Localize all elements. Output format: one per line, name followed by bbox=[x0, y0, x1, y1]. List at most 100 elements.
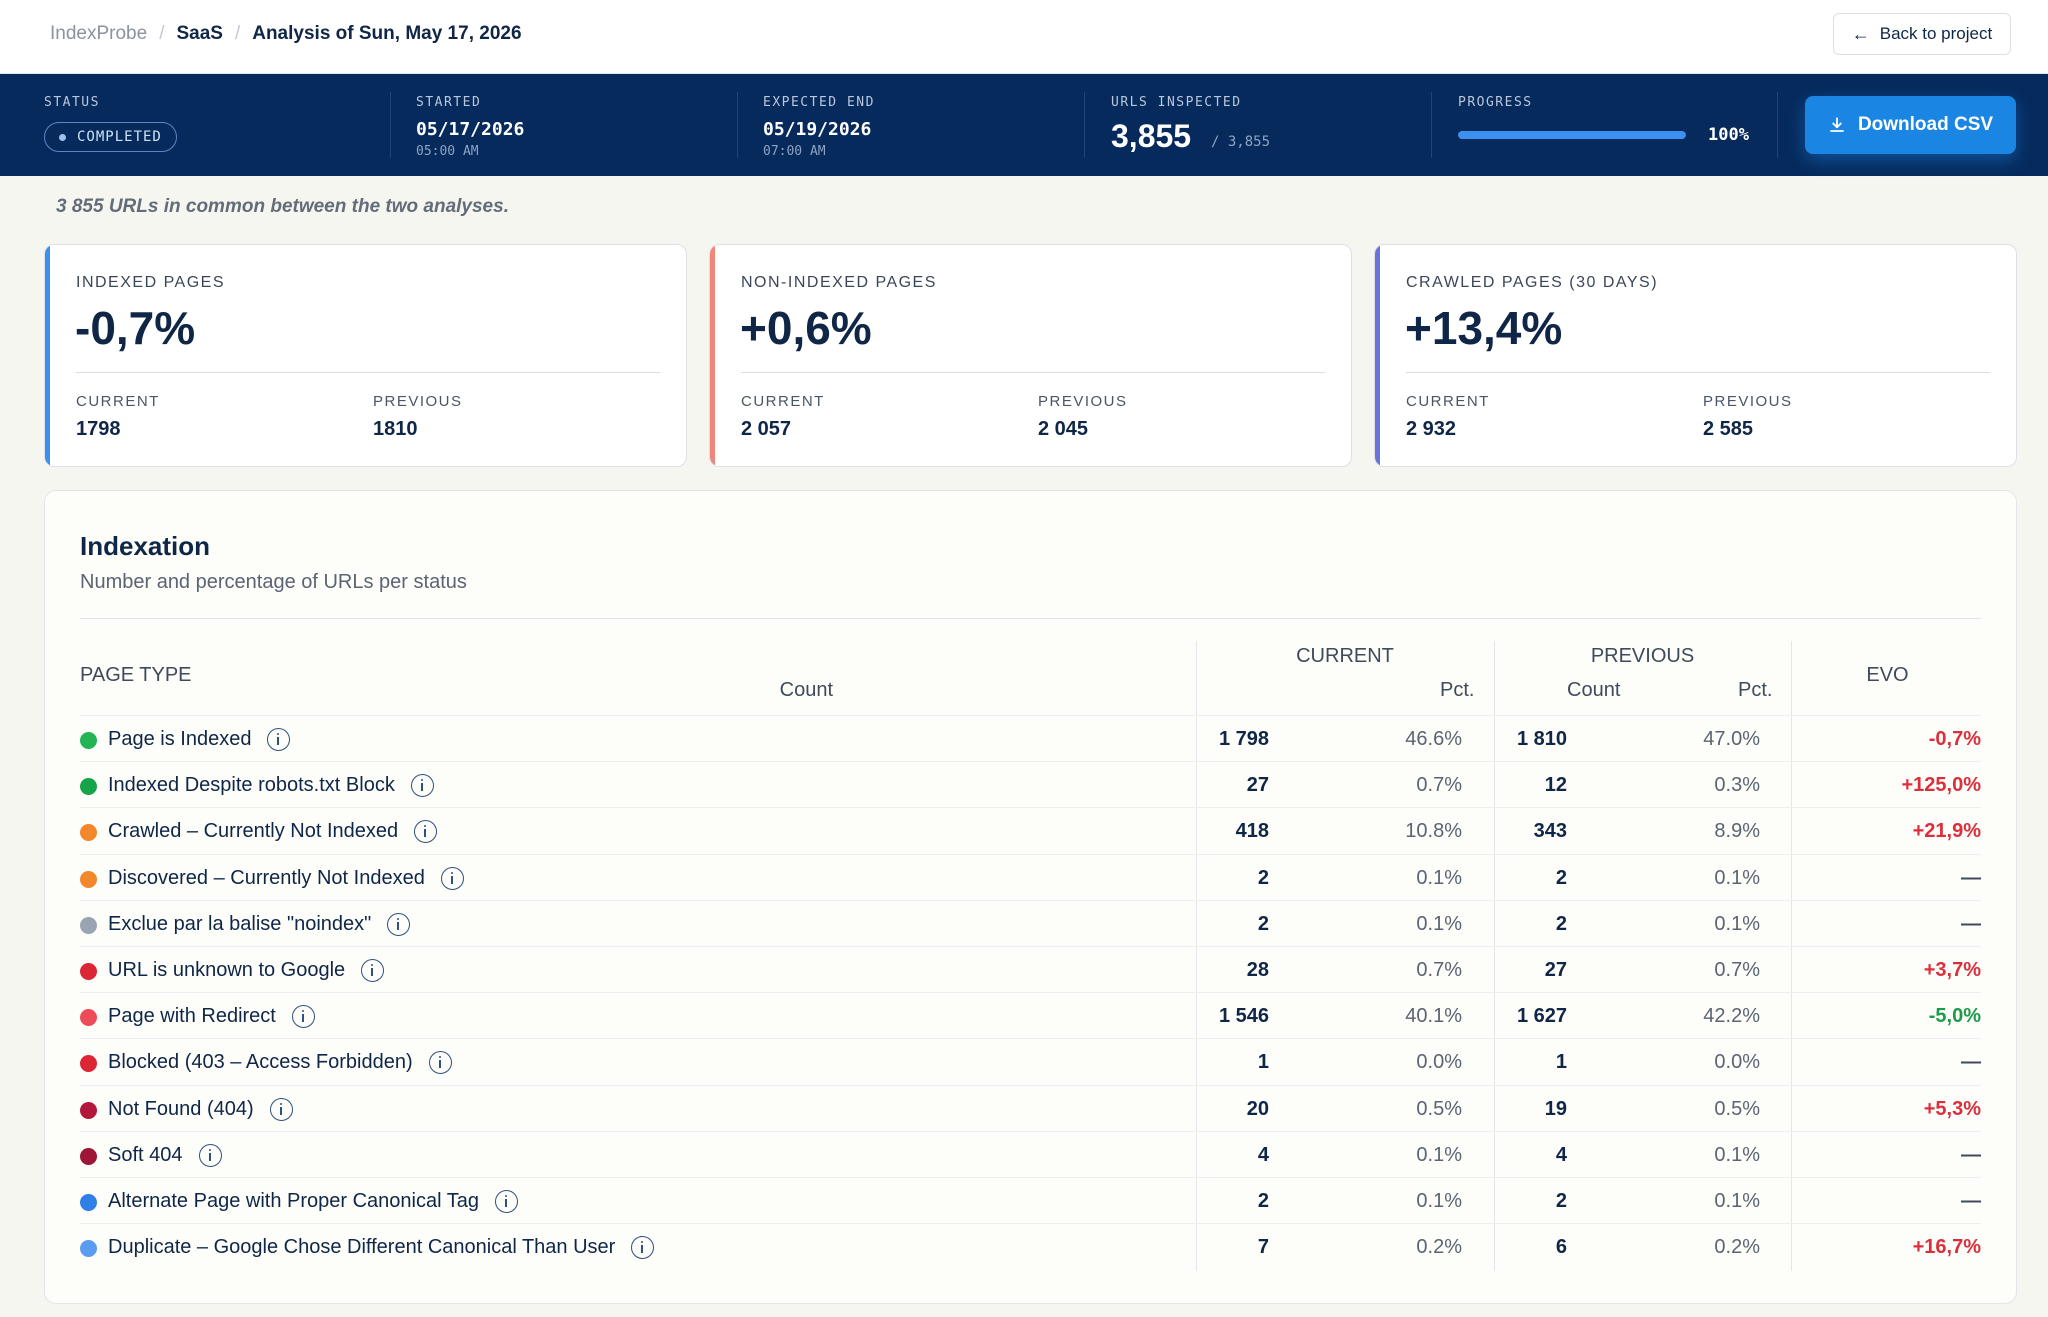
header-current-count: Count bbox=[779, 679, 833, 701]
current-pct: 0.5% bbox=[1416, 1097, 1462, 1120]
kpi-delta: -0,7% bbox=[75, 302, 196, 354]
page-type-name: Discovered – Currently Not Indexed bbox=[108, 866, 464, 890]
progress-bar-fill bbox=[1458, 131, 1686, 139]
previous-pct: 0.1% bbox=[1714, 1143, 1760, 1166]
row-divider bbox=[80, 853, 1981, 855]
info-icon[interactable] bbox=[414, 820, 438, 844]
current-pct: 46.6% bbox=[1405, 728, 1462, 750]
current-pct: 0.7% bbox=[1416, 774, 1462, 797]
status-color-dot bbox=[80, 916, 97, 934]
current-count: 27 bbox=[1246, 774, 1269, 797]
kpi-previous-value: 1810 bbox=[373, 418, 418, 440]
expected-end-date: 05/19/2026 bbox=[763, 119, 872, 140]
indexation-panel: Indexation Number and percentage of URLs… bbox=[44, 490, 2017, 1304]
page-type-name: URL is unknown to Google bbox=[108, 959, 385, 982]
divider bbox=[1084, 92, 1085, 158]
previous-pct: 47.0% bbox=[1703, 728, 1760, 750]
info-icon[interactable] bbox=[387, 912, 411, 936]
current-pct: 0.2% bbox=[1416, 1236, 1462, 1259]
breadcrumb-project[interactable]: SaaS bbox=[176, 23, 223, 44]
divider bbox=[741, 372, 1325, 373]
common-urls-note: 3 855 URLs in common between the two ana… bbox=[56, 196, 509, 217]
evolution-value: +16,7% bbox=[1912, 1236, 1981, 1259]
row-divider bbox=[80, 1177, 1981, 1178]
info-icon[interactable] bbox=[198, 1143, 222, 1167]
current-pct: 0.1% bbox=[1416, 866, 1462, 889]
current-pct: 0.1% bbox=[1416, 912, 1462, 935]
current-count: 1 546 bbox=[1218, 1005, 1269, 1028]
progress-value: 100% bbox=[1708, 125, 1749, 145]
breadcrumb-root[interactable]: IndexProbe bbox=[50, 23, 148, 44]
info-icon[interactable] bbox=[361, 959, 385, 982]
current-pct: 0.0% bbox=[1416, 1051, 1462, 1074]
download-csv-label: Download CSV bbox=[1857, 114, 1994, 135]
status-color-dot bbox=[80, 1009, 97, 1027]
info-icon[interactable] bbox=[428, 1051, 452, 1075]
current-pct: 10.8% bbox=[1405, 820, 1462, 843]
previous-count: 1 810 bbox=[1516, 728, 1567, 750]
previous-count: 2 bbox=[1555, 912, 1567, 935]
previous-count: 6 bbox=[1555, 1236, 1567, 1259]
kpi-previous-value: 2 045 bbox=[1038, 418, 1089, 440]
previous-count: 2 bbox=[1555, 1190, 1567, 1212]
page-type-name: Page is Indexed bbox=[108, 728, 291, 751]
table-row: Exclue par la balise "noindex" 2 0.1% 2 0.1%… bbox=[80, 901, 1981, 947]
current-pct: 40.1% bbox=[1405, 1005, 1462, 1028]
breadcrumb: IndexProbe / SaaS / Analysis of Sun, May… bbox=[50, 23, 522, 45]
row-divider bbox=[80, 715, 1981, 716]
header-previous-pct: Pct. bbox=[1738, 679, 1773, 701]
previous-count: 4 bbox=[1555, 1143, 1567, 1166]
back-to-project-button[interactable]: ← Back to project bbox=[1833, 13, 2011, 55]
info-icon[interactable] bbox=[410, 774, 434, 798]
evolution-value: — bbox=[1961, 1051, 1981, 1074]
status-color-dot bbox=[80, 778, 97, 796]
evolution-value: +5,3% bbox=[1923, 1097, 1981, 1120]
info-icon[interactable] bbox=[269, 1097, 293, 1121]
info-icon[interactable] bbox=[631, 1236, 655, 1260]
column-divider bbox=[1494, 641, 1495, 1271]
previous-pct: 0.1% bbox=[1714, 866, 1760, 889]
info-icon[interactable] bbox=[291, 1005, 315, 1029]
status-label: STATUS bbox=[44, 95, 100, 110]
evolution-value: +125,0% bbox=[1901, 774, 1981, 797]
top-header: IndexProbe / SaaS / Analysis of Sun, May… bbox=[0, 0, 2048, 74]
back-to-project-label: Back to project bbox=[1879, 24, 1993, 43]
page-type-label: Discovered – Currently Not Indexed bbox=[108, 866, 425, 889]
info-icon[interactable] bbox=[494, 1190, 518, 1213]
current-count: 2 bbox=[1257, 866, 1269, 889]
previous-count: 2 bbox=[1555, 866, 1567, 889]
current-count: 20 bbox=[1246, 1097, 1269, 1120]
header-evo: EVO bbox=[1866, 664, 1909, 686]
previous-count: 1 627 bbox=[1516, 1005, 1567, 1028]
status-color-dot bbox=[80, 1194, 97, 1211]
page-type-label: Alternate Page with Proper Canonical Tag bbox=[108, 1190, 479, 1212]
divider bbox=[80, 618, 1981, 619]
page-type-name: Exclue par la balise "noindex" bbox=[108, 912, 411, 936]
current-count: 7 bbox=[1257, 1236, 1269, 1259]
kpi-card: INDEXED PAGES -0,7% CURRENT 1798 PREVIOUS 181… bbox=[44, 244, 687, 467]
kpi-card: NON-INDEXED PAGES +0,6% CURRENT 2 057 PREVIO… bbox=[709, 244, 1352, 467]
arrow-left-icon: ← bbox=[1851, 23, 1870, 44]
kpi-current-label: CURRENT bbox=[1406, 393, 1490, 410]
evolution-value: -5,0% bbox=[1928, 1005, 1981, 1028]
previous-count: 1 bbox=[1555, 1051, 1567, 1074]
page-type-label: Crawled – Currently Not Indexed bbox=[108, 820, 399, 843]
page-type-name: Crawled – Currently Not Indexed bbox=[108, 820, 438, 844]
info-icon[interactable] bbox=[267, 728, 291, 751]
urls-inspected-total: / 3,855 bbox=[1211, 134, 1271, 150]
kpi-delta: +13,4% bbox=[1405, 302, 1563, 354]
page-type-label: Page is Indexed bbox=[108, 728, 252, 750]
kpi-previous-label: PREVIOUS bbox=[1038, 393, 1128, 410]
status-dot-icon bbox=[59, 134, 66, 141]
page-type-name: Duplicate – Google Chose Different Canon… bbox=[108, 1236, 655, 1260]
table-row: Not Found (404) 20 0.5% 19 0.5% +5,3% bbox=[80, 1086, 1981, 1132]
current-count: 418 bbox=[1235, 820, 1269, 843]
table-row: Soft 404 4 0.1% 4 0.1% — bbox=[80, 1132, 1981, 1178]
download-csv-button[interactable]: Download CSV bbox=[1805, 96, 2016, 154]
current-pct: 0.1% bbox=[1416, 1143, 1462, 1166]
info-icon[interactable] bbox=[440, 866, 464, 890]
status-badge: COMPLETED bbox=[44, 122, 177, 152]
current-count: 2 bbox=[1257, 912, 1269, 935]
divider bbox=[737, 92, 738, 158]
breadcrumb-separator: / bbox=[159, 23, 165, 44]
